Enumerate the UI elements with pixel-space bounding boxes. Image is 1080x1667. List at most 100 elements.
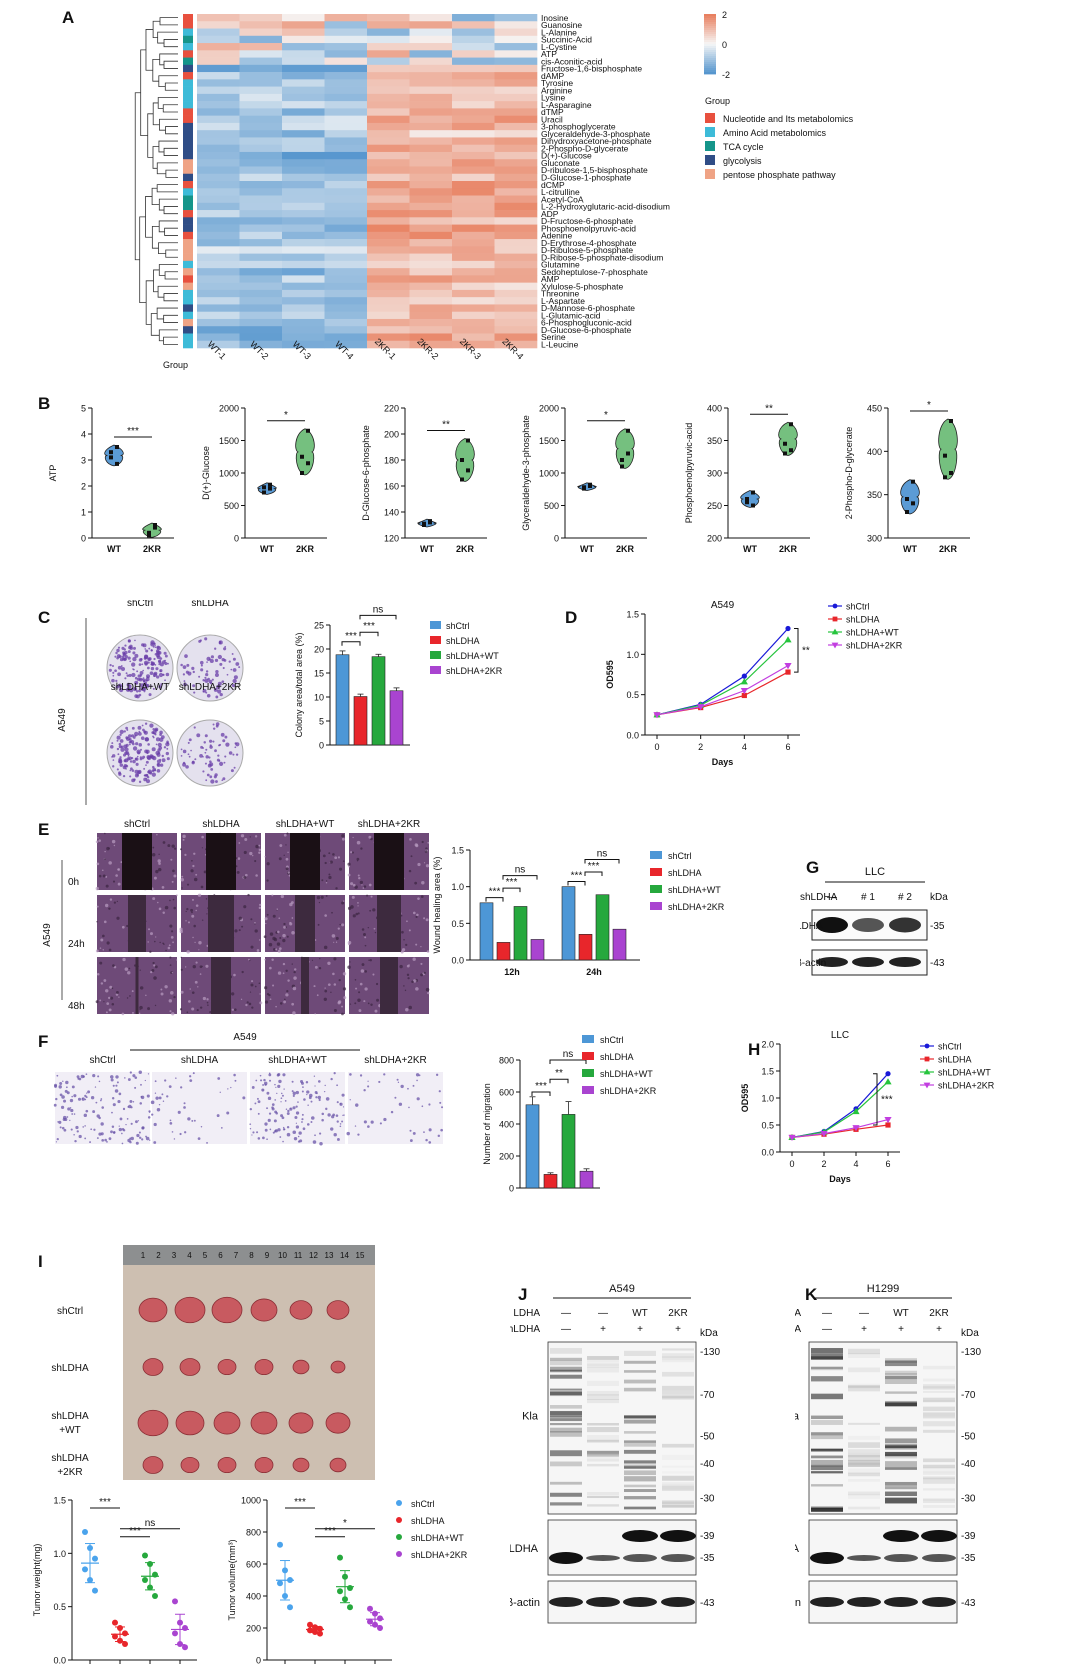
cell-texture bbox=[334, 856, 338, 860]
cell-texture bbox=[202, 996, 207, 1001]
kla-band bbox=[885, 1373, 917, 1377]
cell-texture bbox=[335, 936, 339, 940]
colony-dot bbox=[226, 673, 229, 676]
migrated-cell bbox=[140, 1083, 142, 1086]
colony-dot bbox=[117, 646, 121, 649]
kla-band bbox=[587, 1434, 619, 1441]
colony-dot bbox=[152, 687, 155, 690]
heatmap-cell bbox=[324, 173, 368, 182]
kla-band bbox=[811, 1455, 843, 1459]
cell-texture bbox=[364, 944, 367, 947]
migrated-cell bbox=[118, 1125, 120, 1127]
migrated-cell bbox=[276, 1092, 278, 1095]
metabolite-label: Acetyl-CoA bbox=[541, 194, 584, 204]
y-tick-label: 2.0 bbox=[761, 1040, 774, 1050]
migrated-cell bbox=[349, 1073, 352, 1076]
heatmap-cell bbox=[367, 166, 410, 175]
heatmap-cell bbox=[494, 181, 538, 189]
significance-bracket bbox=[584, 859, 620, 864]
colony-dot bbox=[129, 769, 132, 772]
cell-texture bbox=[417, 862, 421, 867]
colony-dot bbox=[122, 652, 126, 656]
group-color-cell bbox=[183, 260, 193, 269]
cell-texture bbox=[408, 929, 411, 932]
y-tick-label: 4 bbox=[81, 430, 86, 440]
heatmap-cell bbox=[452, 28, 495, 37]
migrated-cell bbox=[306, 1093, 308, 1096]
tumor-row-label: shLDHA bbox=[51, 1453, 89, 1464]
heatmap-cell bbox=[367, 181, 410, 189]
heatmap-cell bbox=[494, 108, 538, 116]
colony-dot bbox=[134, 773, 139, 778]
tumor-row-label: +WT bbox=[59, 1425, 80, 1436]
colony-dot bbox=[146, 755, 152, 761]
cell-texture bbox=[254, 985, 257, 988]
metabolite-label: AMP bbox=[541, 274, 560, 284]
y-tick-label: 0 bbox=[509, 1184, 514, 1194]
colony-dot bbox=[156, 675, 160, 679]
legend-label: pentose phosphate pathway bbox=[723, 170, 836, 180]
heatmap-cell bbox=[197, 318, 240, 327]
cell-texture bbox=[317, 923, 320, 926]
migrated-cell bbox=[85, 1073, 88, 1076]
heatmap-cell bbox=[409, 144, 453, 153]
colony-dot bbox=[210, 767, 214, 771]
cell-texture bbox=[337, 856, 341, 859]
heatmap-cell bbox=[367, 239, 410, 247]
kla-band bbox=[624, 1440, 656, 1443]
legend-dot bbox=[396, 1534, 402, 1540]
kla-band bbox=[848, 1460, 880, 1465]
heatmap-cell bbox=[494, 14, 538, 22]
wound-gap bbox=[377, 895, 401, 952]
colony-dot bbox=[141, 663, 144, 666]
heatmap-cell bbox=[239, 289, 283, 298]
heatmap-cell bbox=[494, 253, 538, 262]
heatmap-cell bbox=[452, 159, 495, 167]
kla-band bbox=[923, 1464, 955, 1469]
colony-dot bbox=[232, 657, 236, 661]
y-axis-label: ATP bbox=[48, 465, 58, 482]
legend-label: shCtrl bbox=[668, 851, 692, 861]
cell-texture bbox=[343, 900, 345, 902]
heatmap-cell bbox=[409, 130, 453, 138]
heatmap-cell bbox=[494, 144, 538, 153]
heatmap-cell bbox=[409, 57, 453, 66]
cell-texture bbox=[209, 1010, 212, 1014]
migrated-cell bbox=[169, 1119, 172, 1122]
migrated-cell bbox=[242, 1096, 246, 1100]
migrated-cell bbox=[100, 1122, 104, 1126]
heatmap-cell bbox=[409, 275, 453, 283]
metabolite-label: Glutamine bbox=[541, 260, 580, 270]
migrated-cell bbox=[323, 1090, 326, 1093]
significance-label: * bbox=[927, 400, 931, 411]
cell-texture bbox=[376, 998, 380, 1002]
colony-dot bbox=[116, 648, 120, 653]
heatmap-cell bbox=[324, 72, 368, 80]
colony-dot bbox=[153, 642, 156, 645]
data-point bbox=[347, 1604, 353, 1611]
cell-texture bbox=[368, 959, 370, 961]
legend-label: shLDHA+WT bbox=[846, 628, 899, 638]
marker-square bbox=[832, 616, 838, 622]
migrated-cell bbox=[303, 1098, 306, 1101]
heatmap-cell bbox=[324, 239, 368, 247]
cell-texture bbox=[277, 949, 281, 953]
colorbar-segment bbox=[704, 58, 716, 61]
kla-band bbox=[550, 1369, 582, 1373]
cell-texture bbox=[186, 950, 190, 954]
migrated-cell bbox=[274, 1130, 277, 1133]
x-category-label: 2KR bbox=[939, 544, 958, 554]
heatmap-cell bbox=[409, 311, 453, 320]
heatmap-cell bbox=[452, 79, 495, 87]
cell-texture bbox=[372, 908, 376, 912]
migrated-cell bbox=[197, 1137, 201, 1140]
migrated-cell bbox=[59, 1126, 62, 1129]
panel-label-e: E bbox=[38, 820, 50, 839]
cell-texture bbox=[236, 870, 240, 874]
heatmap-cell bbox=[282, 43, 325, 51]
significance-label: ** bbox=[802, 645, 810, 656]
cell-texture bbox=[100, 938, 104, 942]
heatmap-cell bbox=[409, 72, 453, 80]
cell-texture bbox=[335, 941, 338, 943]
heatmap-cell bbox=[452, 304, 495, 312]
